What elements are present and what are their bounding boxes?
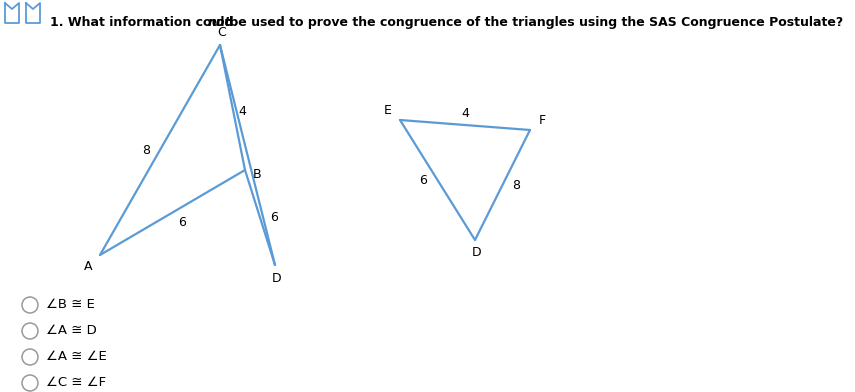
- Text: be used to prove the congruence of the triangles using the SAS Congruence Postul: be used to prove the congruence of the t…: [226, 16, 844, 29]
- Text: 1. What information could: 1. What information could: [50, 16, 238, 29]
- Text: D: D: [472, 247, 482, 260]
- Text: 8: 8: [512, 178, 521, 192]
- Text: E: E: [384, 103, 392, 116]
- Text: F: F: [539, 114, 545, 127]
- Text: 6: 6: [179, 216, 186, 229]
- Text: 8: 8: [142, 143, 150, 156]
- Text: ∠A ≅ D: ∠A ≅ D: [46, 325, 97, 338]
- Text: A: A: [84, 261, 92, 274]
- Text: 6: 6: [270, 211, 278, 224]
- Text: 4: 4: [239, 105, 246, 118]
- Text: B: B: [253, 167, 262, 180]
- Text: not: not: [207, 16, 231, 29]
- Text: 6: 6: [420, 174, 428, 187]
- Text: ∠B ≅ E: ∠B ≅ E: [46, 298, 95, 312]
- Text: C: C: [218, 25, 227, 38]
- Text: 4: 4: [461, 107, 469, 120]
- Text: ∠C ≅ ∠F: ∠C ≅ ∠F: [46, 376, 106, 390]
- Text: ∠A ≅ ∠E: ∠A ≅ ∠E: [46, 350, 107, 363]
- Text: D: D: [272, 272, 282, 285]
